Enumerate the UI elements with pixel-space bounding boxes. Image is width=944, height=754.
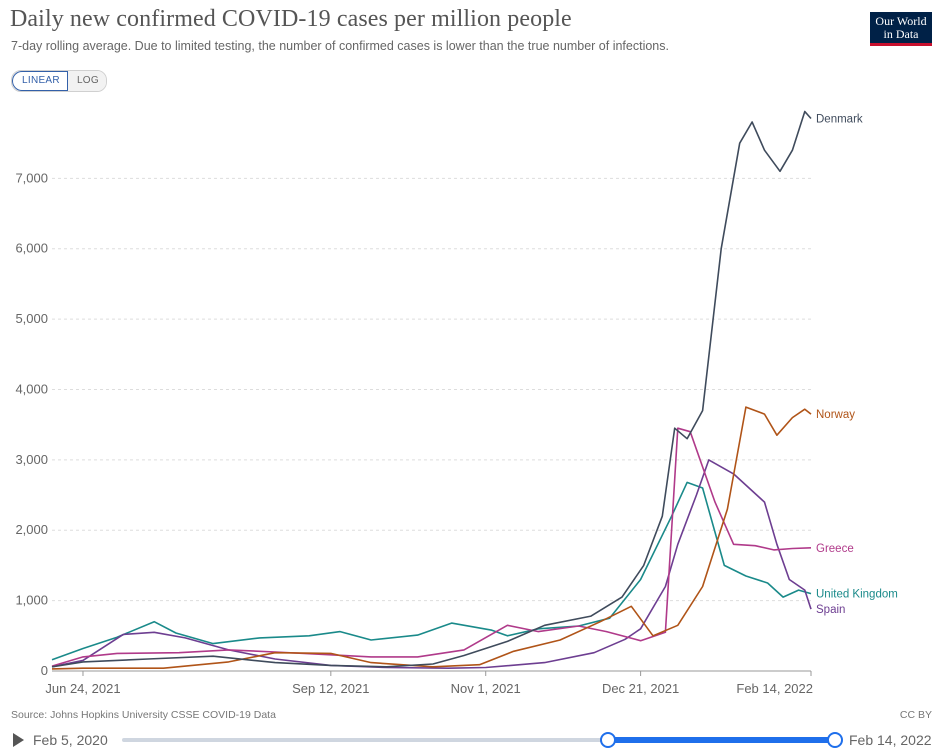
timeline-end-handle[interactable] bbox=[827, 732, 843, 748]
series-label-spain: Spain bbox=[816, 604, 845, 616]
series-line-united-kingdom bbox=[51, 481, 812, 661]
x-tick-label: Sep 12, 2021 bbox=[292, 681, 369, 696]
x-tick-label: Feb 14, 2022 bbox=[736, 681, 813, 696]
series-line-denmark bbox=[51, 110, 812, 668]
timeline-start-label: Feb 5, 2020 bbox=[33, 732, 108, 748]
y-tick-label: 6,000 bbox=[15, 241, 48, 256]
owid-logo[interactable]: Our World in Data bbox=[870, 12, 932, 46]
series-line-greece bbox=[51, 427, 812, 667]
timeline: Feb 5, 2020 Feb 14, 2022 bbox=[0, 726, 944, 754]
y-tick-label: 1,000 bbox=[15, 593, 48, 608]
y-tick-label: 0 bbox=[41, 663, 48, 678]
y-tick-label: 5,000 bbox=[15, 311, 48, 326]
x-tick-label: Jun 24, 2021 bbox=[45, 681, 120, 696]
line-chart: 0 1,000 2,000 3,000 4,000 5,000 6,000 7,000 Jun … bbox=[15, 110, 898, 696]
series-line-norway bbox=[51, 406, 812, 670]
y-tick-label: 4,000 bbox=[15, 381, 48, 396]
series-label-denmark: Denmark bbox=[816, 114, 863, 126]
y-tick-label: 7,000 bbox=[15, 170, 48, 185]
series-label-norway: Norway bbox=[816, 409, 855, 421]
series-label-greece: Greece bbox=[816, 543, 854, 555]
timeline-selected-range bbox=[607, 737, 834, 743]
x-tick-label: Dec 21, 2021 bbox=[602, 681, 679, 696]
y-tick-label: 2,000 bbox=[15, 522, 48, 537]
x-tick-label: Nov 1, 2021 bbox=[451, 681, 521, 696]
series-label-united-kingdom: United Kingdom bbox=[816, 589, 898, 601]
play-icon[interactable] bbox=[13, 733, 24, 747]
y-tick-label: 3,000 bbox=[15, 452, 48, 467]
license-label[interactable]: CC BY bbox=[899, 709, 932, 721]
logo-line-1: Our World bbox=[875, 14, 927, 28]
logo-line-2: in Data bbox=[883, 27, 919, 41]
timeline-track[interactable] bbox=[122, 738, 834, 742]
scale-toggle: LINEAR LOG bbox=[11, 70, 107, 92]
source-note[interactable]: Source: Johns Hopkins University CSSE CO… bbox=[11, 709, 276, 721]
series-line-spain bbox=[51, 459, 812, 669]
chart-subtitle: 7-day rolling average. Due to limited te… bbox=[11, 39, 669, 53]
timeline-start-handle[interactable] bbox=[600, 732, 616, 748]
log-scale-button[interactable]: LOG bbox=[67, 71, 106, 91]
linear-scale-button[interactable]: LINEAR bbox=[12, 71, 68, 91]
timeline-end-label: Feb 14, 2022 bbox=[849, 732, 932, 748]
chart-title: Daily new confirmed COVID-19 cases per m… bbox=[10, 6, 572, 32]
